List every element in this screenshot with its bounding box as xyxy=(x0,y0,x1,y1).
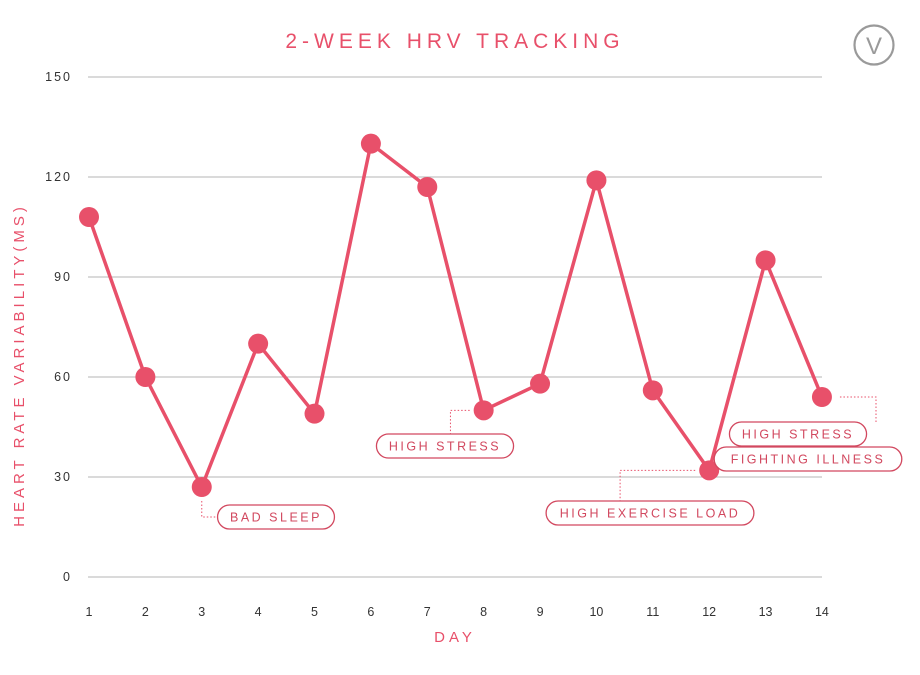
x-tick-label: 1 xyxy=(86,605,93,619)
annotation-box xyxy=(728,421,868,447)
chart-title: 2-WEEK HRV TRACKING xyxy=(285,30,624,53)
data-point xyxy=(135,367,156,387)
x-tick-label: 2 xyxy=(142,605,149,619)
annotation-box xyxy=(545,500,755,526)
x-tick-label: 13 xyxy=(759,605,773,619)
annotation-leaders xyxy=(201,396,877,518)
annotation-label: HIGH STRESS xyxy=(389,440,501,454)
x-tick-label: 3 xyxy=(198,605,205,619)
annotation-box xyxy=(375,433,515,459)
annotation-box xyxy=(713,446,903,472)
series-line xyxy=(87,141,824,489)
x-tick-label: 4 xyxy=(255,605,262,619)
data-point xyxy=(699,460,720,481)
x-tick-label: 8 xyxy=(480,605,487,619)
x-tick-label: 7 xyxy=(424,605,431,619)
x-tick-label: 6 xyxy=(367,605,374,619)
data-point xyxy=(811,387,832,407)
data-point xyxy=(530,373,551,394)
data-point xyxy=(417,177,438,197)
y-tick-label: 120 xyxy=(45,170,72,184)
y-axis-ticks: 0 30 60 90 120 150 xyxy=(45,70,72,584)
y-tick-label: 30 xyxy=(54,470,72,484)
x-tick-label: 10 xyxy=(589,605,603,619)
annotation-label: HIGH EXERCISE LOAD xyxy=(560,507,740,521)
data-point xyxy=(586,170,607,191)
logo-letter: V xyxy=(866,33,882,60)
x-tick-label: 5 xyxy=(311,605,318,619)
x-tick-label: 14 xyxy=(815,605,829,619)
x-axis-ticks: 1 2 3 4 5 6 7 8 9 10 11 12 13 14 xyxy=(86,605,829,619)
data-point xyxy=(191,477,212,497)
v-circle-logo-icon xyxy=(853,24,895,66)
y-tick-label: 60 xyxy=(54,370,72,384)
annotation-label: FIGHTING ILLNESS xyxy=(731,453,886,467)
x-axis-title: DAY xyxy=(434,629,476,646)
annotation-leader-line xyxy=(619,469,696,501)
annotation-label: HIGH STRESS xyxy=(742,428,854,442)
data-point xyxy=(304,403,325,424)
annotation-box xyxy=(216,504,336,530)
y-tick-label: 90 xyxy=(54,270,72,284)
y-tick-label: 150 xyxy=(45,70,72,84)
annotation-leader-line xyxy=(201,501,218,518)
y-axis-title: HEART RATE VARIABILITY(MS) xyxy=(11,203,28,527)
gridlines xyxy=(88,76,822,578)
annotations: BAD SLEEP HIGH STRESS HIGH EXERCISE LOAD HI… xyxy=(216,421,903,530)
data-point xyxy=(79,207,99,227)
annotation-leader-line xyxy=(449,409,470,434)
logo: V xyxy=(853,24,895,66)
hrv-series xyxy=(79,133,832,497)
x-tick-label: 11 xyxy=(646,605,659,619)
y-tick-label: 0 xyxy=(63,570,72,584)
data-point xyxy=(473,400,494,421)
x-tick-label: 12 xyxy=(702,605,716,619)
annotation-leader-line xyxy=(839,396,877,424)
data-point xyxy=(755,250,776,271)
annotation-label: BAD SLEEP xyxy=(230,511,322,525)
x-tick-label: 9 xyxy=(537,605,544,619)
data-point xyxy=(248,333,269,354)
data-point xyxy=(360,133,381,154)
data-point xyxy=(642,380,663,401)
